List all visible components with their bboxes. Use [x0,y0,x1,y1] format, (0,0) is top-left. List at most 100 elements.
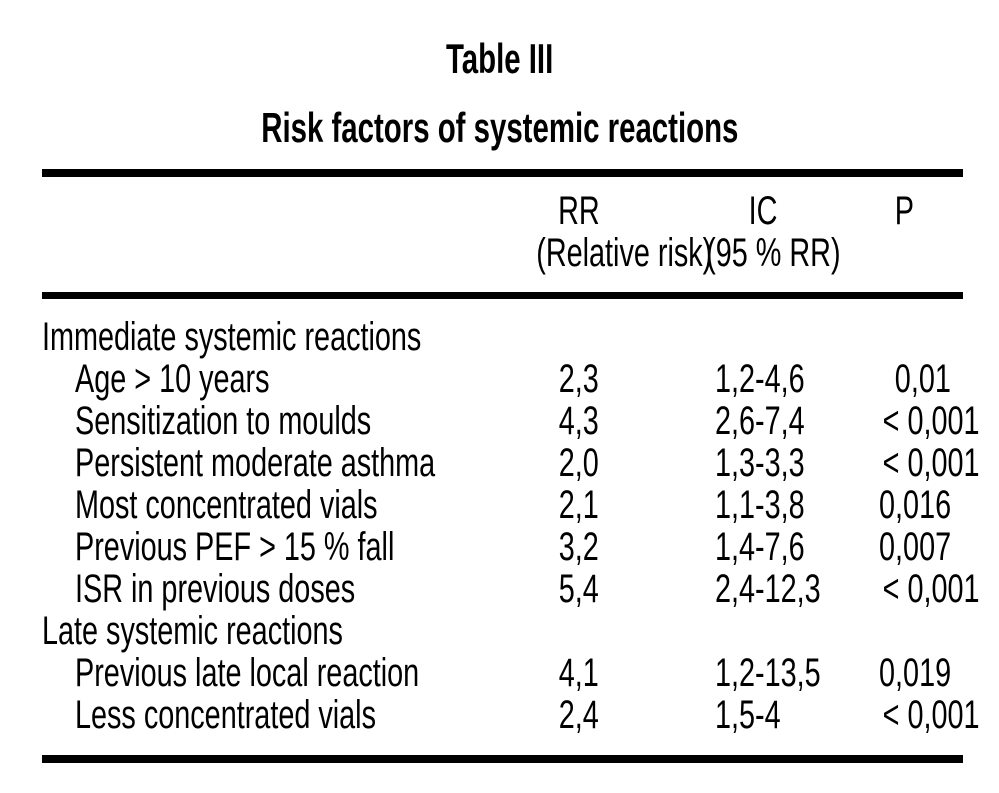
ic-value: 1,1-3,8 [715,483,805,527]
p-value-cell [845,610,963,652]
empty-header-cell [42,190,502,274]
rr-value-cell: 3,2 [502,526,655,568]
ic-header-label: IC [748,189,777,233]
row-label-cell: Most concentrated vials [42,484,502,526]
p-value: 0,016 [878,483,951,527]
p-value-cell [845,316,963,358]
rr-value: 2,4 [558,693,599,737]
rr-value-cell: 2,3 [502,358,655,400]
rr-value: 2,3 [558,357,599,401]
ic-value-cell: 1,4-7,6 [655,526,845,568]
table-subtitle-text: Risk factors of systemic reactions [260,104,739,151]
rr-value: 4,1 [558,651,599,695]
ic-value-cell: 2,4-12,3 [655,568,845,610]
rr-header-sublabel: (Relative risk) [536,231,713,275]
row-label: Previous PEF > 15 % fall [75,525,395,569]
ic-value-cell [655,316,845,358]
ic-value: 2,4-12,3 [715,567,821,611]
bottom-rule [42,755,963,763]
table-group-row: Late systemic reactions [42,610,963,652]
rr-value: 5,4 [558,567,599,611]
row-label: Persistent moderate asthma [75,441,436,485]
row-label-cell: ISR in previous doses [42,568,502,610]
ic-value-cell: 1,2-13,5 [655,652,845,694]
row-label-cell: Immediate systemic reactions [42,316,502,358]
ic-value: 1,4-7,6 [715,525,805,569]
p-value-cell: < 0,001 [845,400,980,442]
row-label: Immediate systemic reactions [42,315,422,359]
p-value: < 0,001 [882,567,980,611]
p-header-label: P [894,189,914,233]
rr-value: 2,0 [558,441,599,485]
ic-value: 1,2-13,5 [715,651,821,695]
data-table: RR (Relative risk) IC (95 % RR) P [42,169,980,763]
ic-value: 1,5-4 [715,693,781,737]
ic-value: 2,6-7,4 [715,399,805,443]
row-label: Late systemic reactions [42,609,343,653]
ic-value-cell: 1,2-4,6 [655,358,845,400]
table-row: Age > 10 years 2,3 1,2-4,6 0,01 [42,358,963,400]
top-rule [42,169,963,177]
rr-header-label: RR [557,189,600,233]
table-row: Previous late local reaction 4,1 1,2-13,5 0… [42,652,963,694]
rr-value-cell: 4,3 [502,400,655,442]
ic-value: 1,2-4,6 [715,357,805,401]
table-group-row: Immediate systemic reactions [42,316,963,358]
row-label: Less concentrated vials [75,693,376,737]
row-label: Most concentrated vials [75,483,378,527]
rr-value: 3,2 [558,525,599,569]
table-number-title-text: Table III [445,35,554,82]
p-value: < 0,001 [882,441,980,485]
rr-value-cell: 4,1 [502,652,655,694]
row-label-cell: Late systemic reactions [42,610,502,652]
row-label-cell: Previous PEF > 15 % fall [42,526,502,568]
ic-value-cell: 1,1-3,8 [655,484,845,526]
ic-value-cell: 1,5-4 [655,694,845,736]
p-value-cell: 0,019 [845,652,963,694]
table-row: ISR in previous doses 5,4 2,4-12,3 < 0,001 [42,568,980,610]
rr-value: 4,3 [558,399,599,443]
p-value-cell: 0,016 [845,484,963,526]
p-value-cell: < 0,001 [845,568,980,610]
rr-column-header: RR (Relative risk) [502,189,712,274]
rr-value-cell [502,316,655,358]
table-subtitle: Risk factors of systemic reactions [0,107,999,149]
table-row: Less concentrated vials 2,4 1,5-4 < 0,001 [42,694,980,736]
table-row: Previous PEF > 15 % fall 3,2 1,4-7,6 0,007 [42,526,963,568]
ic-value-cell: 1,3-3,3 [655,442,845,484]
rr-value-cell: 2,1 [502,484,655,526]
row-label-cell: Age > 10 years [42,358,502,400]
ic-value-cell [655,610,845,652]
table-row: Sensitization to moulds 4,3 2,6-7,4 < 0,001 [42,400,980,442]
p-value: < 0,001 [882,693,980,737]
p-column-header: P [845,190,963,274]
row-label: ISR in previous doses [75,567,356,611]
row-label-cell: Persistent moderate asthma [42,442,502,484]
p-value: < 0,001 [882,399,980,443]
rr-value-cell: 2,0 [502,442,655,484]
p-value-cell: < 0,001 [845,694,980,736]
p-value: 0,007 [878,525,951,569]
p-value-cell: 0,01 [845,358,963,400]
rr-value-cell: 2,4 [502,694,655,736]
ic-value: 1,3-3,3 [715,441,805,485]
row-label: Age > 10 years [75,357,270,401]
row-label: Previous late local reaction [75,651,420,695]
table-body: Immediate systemic reactions Age > 10 yea… [42,299,980,736]
table-number-title: Table III [0,0,999,80]
rr-value-cell: 5,4 [502,568,655,610]
ic-value-cell: 2,6-7,4 [655,400,845,442]
rr-value: 2,1 [558,483,599,527]
table-row: Persistent moderate asthma 2,0 1,3-3,3 < 0,… [42,442,980,484]
table-row: Most concentrated vials 2,1 1,1-3,8 0,016 [42,484,963,526]
row-label-cell: Sensitization to moulds [42,400,502,442]
p-value-cell: 0,007 [845,526,963,568]
p-value: 0,019 [878,651,951,695]
ic-header-sublabel: (95 % RR) [706,231,841,275]
p-value: 0,01 [894,357,951,401]
table-header-row: RR (Relative risk) IC (95 % RR) P [42,190,963,274]
rr-value-cell [502,610,655,652]
row-label-cell: Less concentrated vials [42,694,502,736]
header-divider-rule [42,292,963,299]
